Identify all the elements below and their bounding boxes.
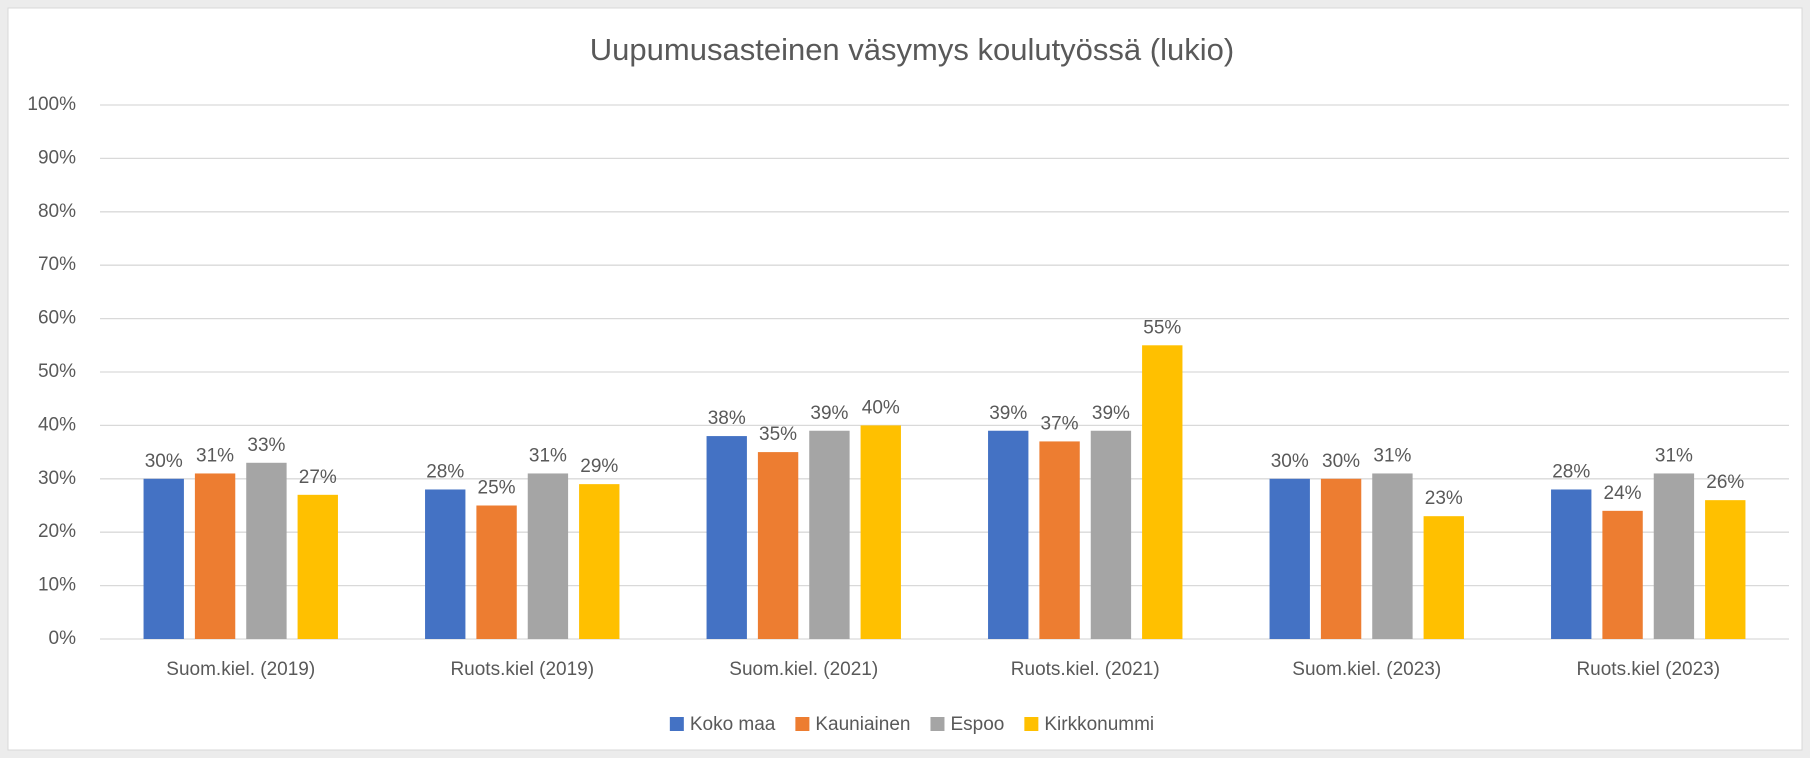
data-label: 33% [247, 435, 285, 456]
legend-swatch [669, 717, 684, 731]
chart-title: Uupumusasteinen väsymys koulutyössä (luk… [590, 32, 1234, 67]
data-label: 38% [708, 408, 746, 429]
y-tick-label: 100% [27, 94, 76, 115]
y-tick-label: 60% [38, 308, 76, 329]
data-label: 31% [1655, 445, 1693, 466]
y-tick-label: 40% [38, 414, 76, 435]
bar [1090, 430, 1132, 639]
bar [1039, 441, 1080, 639]
bar [1320, 478, 1362, 639]
legend-label: Kirkkonummi [1044, 714, 1154, 735]
data-label: 23% [1425, 488, 1463, 509]
legend-swatch [930, 717, 945, 731]
data-label: 40% [862, 397, 900, 418]
y-tick-label: 10% [38, 575, 76, 596]
bar [860, 425, 901, 639]
data-label: 55% [1143, 317, 1181, 338]
y-tick-label: 90% [38, 147, 76, 168]
x-tick-label: Suom.kiel. (2023) [1292, 659, 1441, 680]
data-label: 24% [1604, 483, 1642, 504]
y-tick-label: 30% [38, 468, 76, 489]
data-label: 25% [478, 478, 516, 499]
data-label: 37% [1041, 413, 1079, 434]
x-tick-label: Ruots.kiel (2019) [450, 659, 594, 680]
data-label: 30% [1322, 451, 1360, 472]
bar [1602, 510, 1643, 639]
data-label: 26% [1706, 472, 1744, 493]
legend-label: Koko maa [690, 714, 776, 735]
y-tick-label: 70% [38, 254, 76, 275]
bar [809, 430, 850, 639]
bar [527, 473, 569, 639]
data-label: 28% [1552, 461, 1590, 482]
data-label: 39% [810, 403, 848, 424]
data-label: 39% [989, 403, 1027, 424]
bar [1423, 516, 1464, 639]
data-label: 31% [1373, 445, 1411, 466]
legend-label: Espoo [950, 714, 1004, 735]
bar [425, 489, 466, 639]
legend-swatch [795, 717, 810, 731]
y-tick-label: 0% [49, 628, 77, 649]
bar [1653, 473, 1695, 639]
data-label: 30% [1271, 451, 1309, 472]
data-label: 29% [580, 456, 618, 477]
y-tick-label: 80% [38, 201, 76, 222]
x-tick-label: Ruots.kiel (2023) [1576, 659, 1720, 680]
bar [1372, 473, 1413, 639]
data-label: 31% [196, 445, 234, 466]
data-label: 35% [759, 424, 797, 445]
legend-swatch [1024, 717, 1039, 731]
y-tick-label: 50% [38, 361, 76, 382]
bar [579, 484, 620, 639]
bar [706, 436, 747, 639]
bar [194, 473, 236, 639]
x-tick-label: Suom.kiel. (2019) [166, 659, 315, 680]
data-label: 39% [1092, 403, 1130, 424]
y-tick-label: 20% [38, 521, 76, 542]
legend-label: Kauniainen [815, 714, 910, 735]
x-tick-label: Ruots.kiel. (2021) [1011, 659, 1160, 680]
bar [1269, 478, 1310, 639]
data-label: 28% [426, 461, 464, 482]
data-label: 31% [529, 445, 567, 466]
bar [757, 452, 799, 639]
bar [143, 478, 184, 639]
x-tick-label: Suom.kiel. (2021) [729, 659, 878, 680]
bar [246, 462, 287, 639]
bar [1551, 489, 1592, 639]
bar [476, 505, 517, 639]
data-label: 27% [299, 467, 337, 488]
data-label: 30% [145, 451, 183, 472]
bar [1142, 345, 1183, 639]
bar [988, 430, 1029, 639]
bar [1705, 500, 1746, 639]
bar [297, 494, 338, 639]
